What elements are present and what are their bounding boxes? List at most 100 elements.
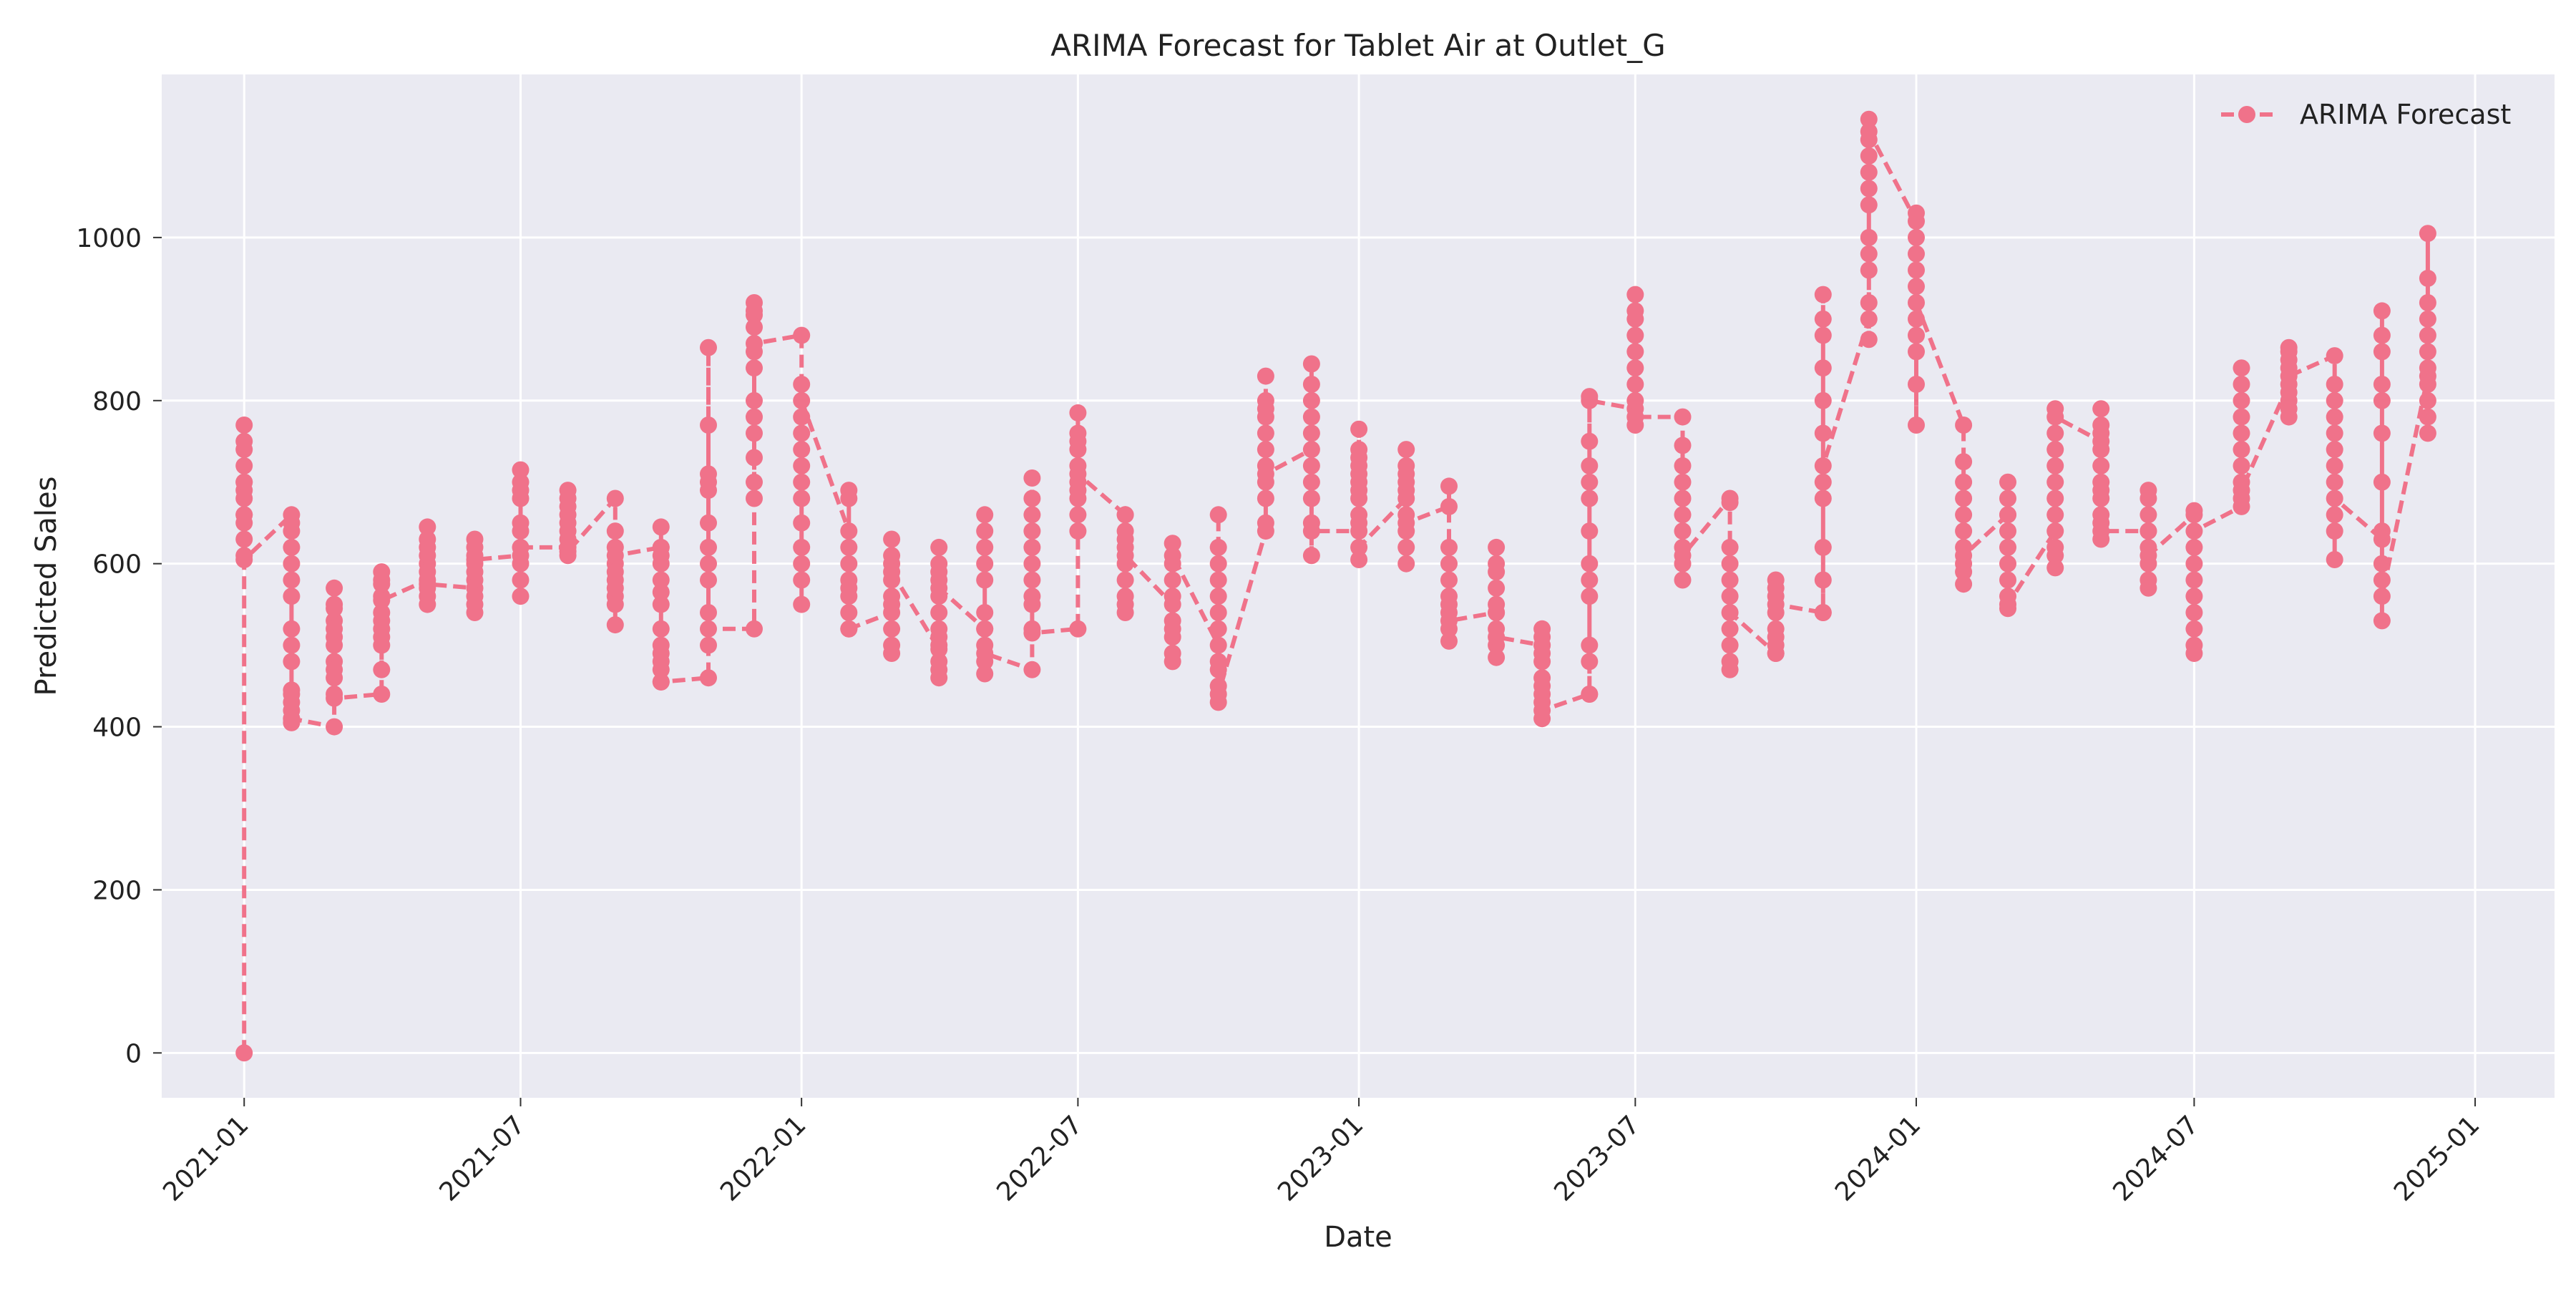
data-point [2046,473,2064,491]
data-point [2419,408,2436,426]
data-point [283,571,301,589]
data-point [1440,612,1458,630]
data-point [283,538,301,556]
data-point [700,538,717,556]
data-point [2233,457,2250,474]
data-point [1721,555,1739,573]
data-point [283,636,301,654]
data-point [1209,686,1227,703]
data-point [2373,473,2391,491]
data-point [2140,571,2157,589]
data-point [1397,457,1415,474]
data-point [466,563,484,581]
data-point [1674,473,1692,491]
data-point [2419,391,2436,409]
data-point [559,530,577,548]
data-point [2185,538,2203,556]
data-point [283,522,301,540]
data-point [1397,555,1415,573]
data-point [1581,588,1599,605]
data-point [840,620,858,638]
data-point [2373,391,2391,409]
data-point [976,571,994,589]
data-point [2140,506,2157,524]
data-point [1302,391,1320,409]
data-point [2326,424,2343,442]
data-point [2185,522,2203,540]
data-point [326,718,343,736]
data-point [1209,555,1227,573]
data-point [1908,261,1925,279]
data-point [1533,677,1551,695]
data-point [1209,588,1227,605]
data-point [1581,432,1599,450]
data-point [1999,538,2016,556]
data-point [746,489,763,507]
data-point [2419,359,2436,377]
data-point [1955,522,1973,540]
data-point [2233,359,2250,377]
data-point [1674,437,1692,454]
data-point [419,547,436,565]
data-point [976,555,994,573]
data-point [1767,636,1785,654]
data-point [793,391,811,409]
data-point [326,636,343,654]
data-point [793,473,811,491]
data-point [1302,522,1320,540]
data-point [746,408,763,426]
data-point [840,604,858,621]
data-point [883,636,901,654]
data-point [2373,424,2391,442]
data-point [2233,408,2250,426]
data-point [1581,571,1599,589]
data-point [1955,563,1973,581]
data-point [840,555,858,573]
data-point [976,522,994,540]
data-point [2092,400,2110,418]
data-point [2326,408,2343,426]
data-point [746,391,763,409]
data-point [1908,416,1925,434]
data-point [1581,636,1599,654]
data-point [283,555,301,573]
data-point [1302,408,1320,426]
data-point [793,376,811,393]
data-point [700,555,717,573]
data-point [2185,636,2203,654]
data-point [930,628,948,646]
data-point [1814,391,1832,409]
data-point [2280,384,2298,401]
data-point [373,575,391,593]
data-point [1209,538,1227,556]
data-point [1257,367,1274,385]
data-point [326,579,343,597]
data-point [1023,522,1041,540]
data-point [2280,343,2298,361]
data-point [1116,547,1134,565]
legend-marker-sample [2238,106,2255,123]
data-point [1860,331,1878,349]
data-point [976,604,994,621]
data-point [512,538,530,556]
data-point [976,665,994,683]
data-point [2233,424,2250,442]
data-point [1721,636,1739,654]
chart-title: ARIMA Forecast for Tablet Air at Outlet_… [1050,28,1665,63]
data-point [1488,538,1506,556]
y-tick-label: 0 [125,1039,142,1068]
data-point [1023,624,1041,642]
data-point [466,551,484,568]
data-point [840,522,858,540]
data-point [1955,453,1973,471]
data-point [1302,441,1320,459]
data-point [2419,269,2436,287]
data-point [2373,588,2391,605]
data-point [512,571,530,589]
y-axis-label: Predicted Sales [30,477,63,696]
data-point [1023,595,1041,613]
data-point [1209,620,1227,638]
data-point [2185,555,2203,573]
